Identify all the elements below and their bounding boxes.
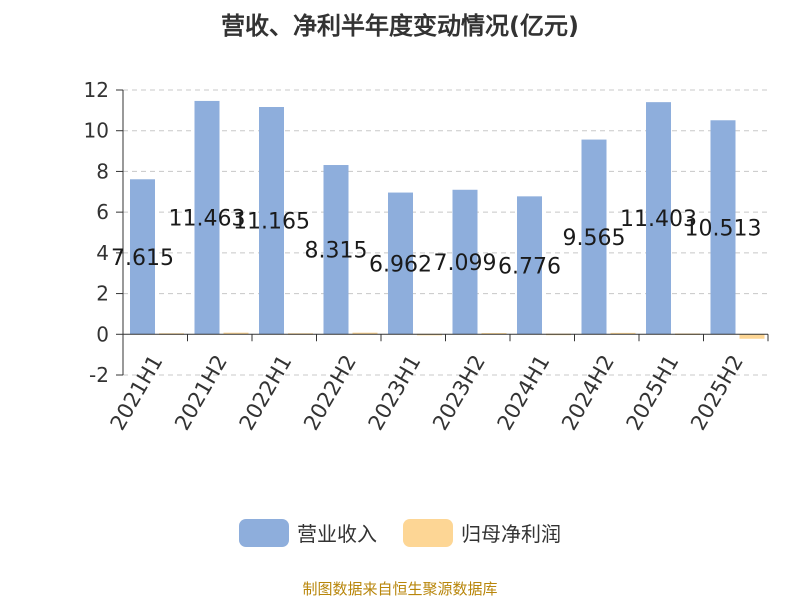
- bar-revenue[interactable]: [452, 189, 478, 335]
- bar-revenue[interactable]: [130, 179, 155, 335]
- y-tick-label: -2: [89, 363, 109, 387]
- bar-revenue[interactable]: [646, 102, 671, 335]
- data-label-revenue: 7.615: [111, 246, 174, 271]
- x-tick-label: 2022H2: [299, 351, 361, 435]
- bar-net-profit[interactable]: [610, 332, 636, 335]
- legend: 营业收入 归母净利润: [0, 518, 800, 547]
- bar-revenue[interactable]: [259, 106, 284, 335]
- bar-net-profit[interactable]: [223, 332, 249, 335]
- x-tick-label: 2025H1: [621, 351, 683, 435]
- legend-label-net-profit: 归母净利润: [461, 522, 561, 546]
- x-tick-label: 2023H2: [428, 351, 490, 435]
- bar-revenue[interactable]: [388, 192, 413, 335]
- data-label-revenue: 11.403: [620, 207, 697, 232]
- data-label-revenue: 7.099: [434, 251, 497, 276]
- bar-revenue[interactable]: [517, 196, 542, 335]
- x-tick-label: 2023H1: [363, 351, 425, 435]
- legend-label-revenue: 营业收入: [297, 522, 377, 546]
- bar-net-profit[interactable]: [352, 332, 378, 335]
- data-label-revenue: 10.513: [685, 216, 762, 241]
- y-tick-label: 8: [96, 159, 109, 183]
- data-label-revenue: 6.962: [369, 252, 432, 277]
- x-tick-label: 2022H1: [234, 351, 296, 435]
- x-tick-label: 2024H2: [557, 351, 619, 435]
- data-label-revenue: 11.165: [233, 210, 310, 235]
- y-tick-label: 0: [96, 322, 109, 346]
- bar-revenue[interactable]: [194, 100, 220, 335]
- chart-title: 营收、净利半年度变动情况(亿元): [221, 12, 579, 40]
- x-tick-label: 2025H2: [686, 351, 748, 435]
- x-tick-label: 2021H2: [170, 351, 232, 435]
- bar-net-profit[interactable]: [739, 334, 765, 339]
- source-note: 制图数据来自恒生聚源数据库: [302, 580, 498, 598]
- bar-revenue[interactable]: [323, 165, 349, 335]
- y-tick-label: 10: [84, 119, 109, 143]
- bar-revenue[interactable]: [710, 120, 736, 335]
- legend-item-net-profit[interactable]: 归母净利润: [403, 518, 561, 547]
- y-tick-label: 6: [96, 200, 109, 224]
- legend-swatch-net-profit: [403, 518, 453, 547]
- data-label-revenue: 8.315: [305, 239, 368, 264]
- legend-item-revenue[interactable]: 营业收入: [239, 518, 377, 547]
- data-label-revenue: 9.565: [563, 226, 626, 251]
- y-tick-label: 2: [96, 282, 109, 306]
- x-tick-label: 2021H1: [105, 351, 167, 435]
- data-label-revenue: 11.463: [169, 207, 246, 232]
- grid-lines: [123, 89, 768, 376]
- bar-revenue[interactable]: [581, 139, 607, 335]
- y-tick-label: 4: [96, 241, 109, 265]
- x-tick-label: 2024H1: [492, 351, 554, 435]
- y-tick-label: 12: [84, 78, 109, 102]
- legend-swatch-revenue: [239, 518, 289, 547]
- data-label-revenue: 6.776: [498, 254, 561, 279]
